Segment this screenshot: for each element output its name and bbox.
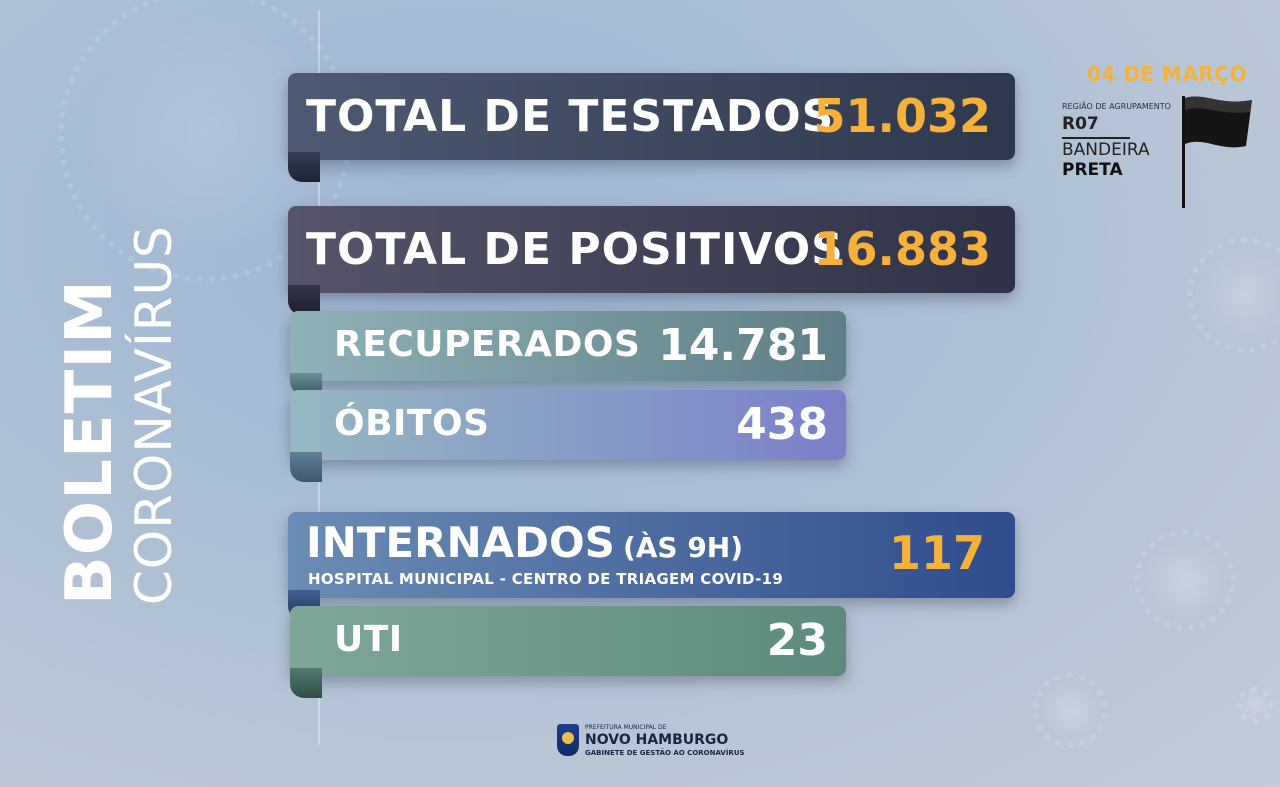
virus-decoration-5 <box>1235 685 1275 725</box>
title-bold: BOLETIM <box>53 279 127 605</box>
city-shield-icon <box>557 724 579 756</box>
internados-time: (ÀS 9H) <box>622 531 744 564</box>
ribbon-fold <box>288 285 320 315</box>
internados-label-text: INTERNADOS <box>306 518 615 567</box>
virus-decoration-4 <box>1031 671 1109 749</box>
uti-label: UTI <box>334 619 403 660</box>
boletim-title: BOLETIM CORONAVÍRUS <box>53 185 188 605</box>
virus-decoration-2 <box>1187 237 1280 353</box>
ribbon-fold <box>290 668 322 698</box>
flag-label: BANDEIRA <box>1062 140 1150 160</box>
ribbon-recuperados: RECUPERADOS 14.781 <box>290 311 846 395</box>
title-light: CORONAVÍRUS <box>125 225 183 605</box>
obitos-label: ÓBITOS <box>334 403 490 444</box>
region-label: REGIÃO DE AGRUPAMENTO <box>1062 102 1171 111</box>
ribbon-internados: INTERNADOS (ÀS 9H) HOSPITAL MUNICIPAL - C… <box>288 512 1015 620</box>
flag-value: PRETA <box>1062 160 1123 180</box>
uti-value: 23 <box>766 615 828 666</box>
info-panel: 04 DE MARÇO REGIÃO DE AGRUPAMENTO R07 BA… <box>1062 62 1262 222</box>
logo-line3: GABINETE DE GESTÃO AO CORONAVÍRUS <box>585 749 745 757</box>
ribbon-total-positivos: TOTAL DE POSITIVOS 16.883 <box>288 206 1015 315</box>
ribbon-fold <box>288 152 320 182</box>
region-underline <box>1062 137 1130 139</box>
recuperados-label: RECUPERADOS <box>334 324 641 365</box>
testados-label: TOTAL DE TESTADOS <box>306 91 835 142</box>
recuperados-value: 14.781 <box>658 320 828 371</box>
obitos-value: 438 <box>736 399 828 450</box>
ribbon-total-testados: TOTAL DE TESTADOS 51.032 <box>288 73 1015 182</box>
logo-line1: PREFEITURA MUNICIPAL DE <box>585 724 667 731</box>
testados-value: 51.032 <box>813 89 991 143</box>
internados-label: INTERNADOS (ÀS 9H) <box>306 518 743 567</box>
report-date: 04 DE MARÇO <box>1087 62 1247 86</box>
positivos-label: TOTAL DE POSITIVOS <box>306 224 844 275</box>
prefeitura-logo: PREFEITURA MUNICIPAL DE NOVO HAMBURGO GA… <box>557 722 745 760</box>
logo-line2: NOVO HAMBURGO <box>585 732 729 748</box>
ribbon-uti: UTI 23 <box>290 606 846 698</box>
ribbon-fold <box>290 452 322 482</box>
virus-decoration-3 <box>1133 528 1237 632</box>
positivos-value: 16.883 <box>813 222 991 276</box>
internados-value: 117 <box>888 526 985 580</box>
ribbon-fold <box>290 373 322 395</box>
region-code: R07 <box>1062 114 1099 134</box>
ribbon-obitos: ÓBITOS 438 <box>290 390 846 482</box>
black-flag-icon <box>1182 96 1252 208</box>
internados-subtitle: HOSPITAL MUNICIPAL - CENTRO DE TRIAGEM C… <box>308 570 784 588</box>
